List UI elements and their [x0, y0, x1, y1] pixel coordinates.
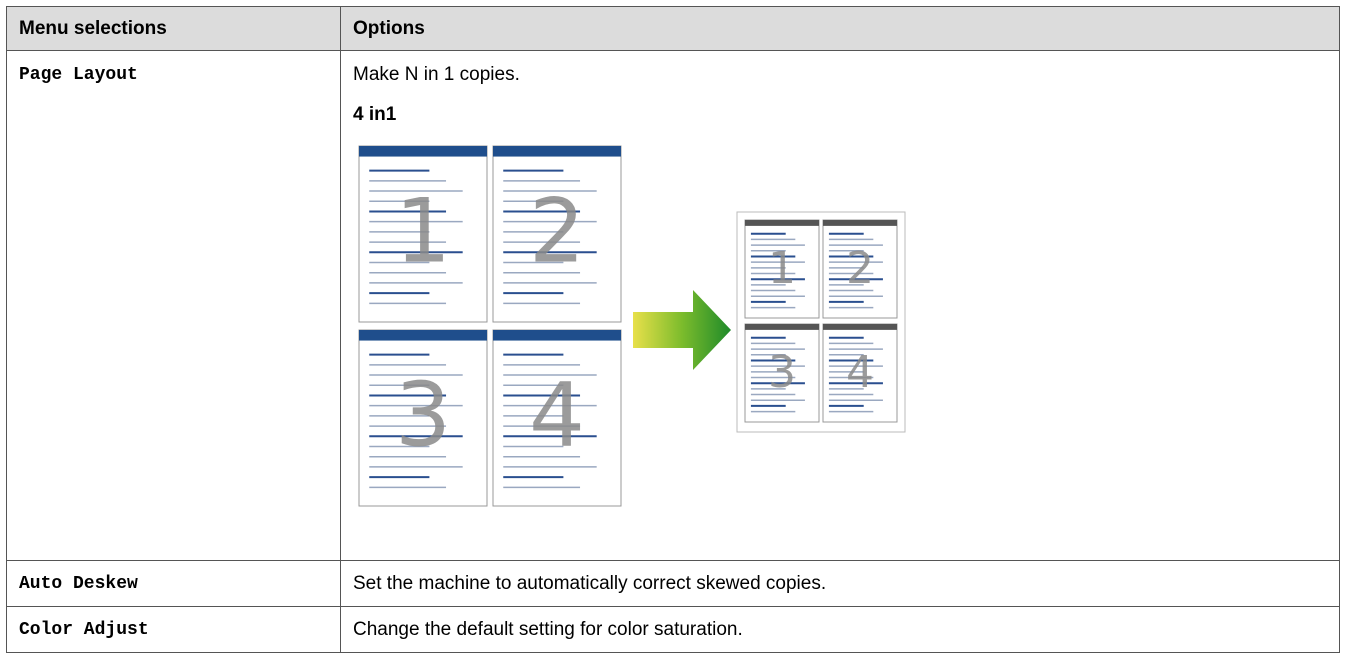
description: Make N in 1 copies.	[353, 64, 520, 85]
page-header	[493, 146, 621, 157]
settings-table: Menu selections Options Page Layout Make…	[6, 6, 1340, 653]
menu-cell: Page Layout	[6, 50, 341, 561]
row: Auto Deskew Set the machine to automatic…	[6, 560, 1340, 607]
options-cell: Change the default setting for color sat…	[340, 606, 1340, 653]
header-row: Menu selections Options	[6, 6, 1340, 51]
result-quadrants: 1 2 3 4	[744, 219, 898, 423]
arrow	[633, 290, 731, 370]
page-header	[493, 330, 621, 341]
page-header	[359, 146, 487, 157]
page-header	[823, 324, 897, 330]
menu-cell: Color Adjust	[6, 606, 341, 653]
page-number: 4	[529, 363, 585, 466]
page-header	[823, 220, 897, 226]
row: Color Adjust Change the default setting …	[6, 606, 1340, 653]
illustration: 1 23 4 1 23 4	[358, 145, 906, 507]
header-cell: Options	[340, 6, 1340, 51]
page-number: 2	[846, 243, 874, 294]
subheading: 4 in1	[353, 104, 397, 125]
page-number: 3	[768, 347, 796, 398]
page-number: 4	[846, 347, 874, 398]
menu-cell: Auto Deskew	[6, 560, 341, 607]
page-number: 1	[395, 179, 451, 282]
page-header	[745, 220, 819, 226]
page-number: 3	[395, 363, 451, 466]
page-header	[745, 324, 819, 330]
source-pages: 1 23 4	[358, 145, 622, 507]
page-header	[359, 330, 487, 341]
page-number: 1	[768, 243, 796, 294]
header-cell: Menu selections	[6, 6, 341, 51]
options-cell: Set the machine to automatically correct…	[340, 560, 1340, 607]
page-number: 2	[529, 179, 585, 282]
